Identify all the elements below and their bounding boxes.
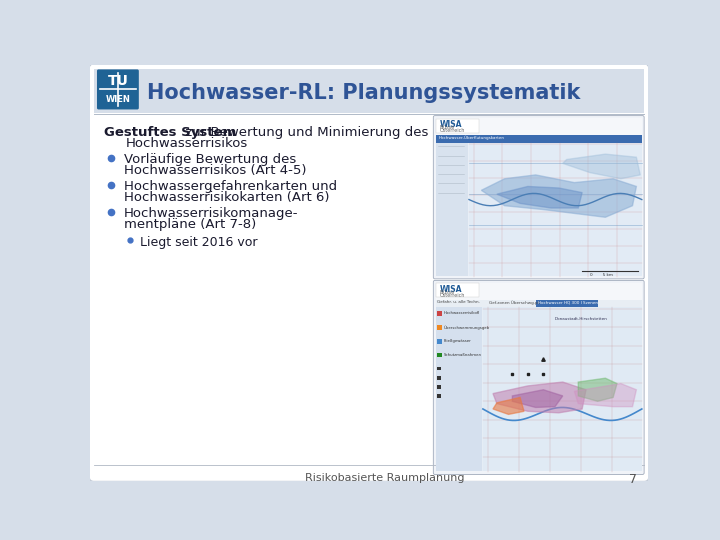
Polygon shape xyxy=(493,397,524,414)
Bar xyxy=(437,394,441,398)
Text: Liegt seit 2016 vor: Liegt seit 2016 vor xyxy=(140,236,258,249)
Bar xyxy=(469,143,642,276)
Text: mentpläne (Art 7-8): mentpläne (Art 7-8) xyxy=(124,218,256,231)
Text: Vorläufige Bewertung des: Vorläufige Bewertung des xyxy=(124,153,297,166)
Text: TU: TU xyxy=(107,74,128,88)
Bar xyxy=(436,284,479,298)
Bar xyxy=(436,283,642,300)
Text: Flüsse: Flüsse xyxy=(439,125,455,130)
Text: Hochwasserrisikos: Hochwasserrisikos xyxy=(126,137,248,150)
Polygon shape xyxy=(482,175,636,217)
Bar xyxy=(436,307,642,471)
Text: Hochwasser HQ 300 l Szenen: Hochwasser HQ 300 l Szenen xyxy=(538,300,598,305)
Bar xyxy=(436,119,479,132)
Bar xyxy=(483,307,642,471)
Bar xyxy=(437,339,442,343)
Text: Gestuftes System: Gestuftes System xyxy=(104,126,236,139)
Bar xyxy=(437,311,442,316)
Bar xyxy=(436,307,482,471)
Text: Österreich: Österreich xyxy=(439,293,465,298)
FancyBboxPatch shape xyxy=(433,280,644,475)
Polygon shape xyxy=(493,382,586,413)
Text: Hochwasserrisikos (Art 4-5): Hochwasserrisikos (Art 4-5) xyxy=(124,164,307,177)
Text: Hochwassergefahrenkarten und: Hochwassergefahrenkarten und xyxy=(124,180,337,193)
FancyBboxPatch shape xyxy=(89,64,649,481)
Bar xyxy=(436,143,642,276)
Text: Flüsse: Flüsse xyxy=(439,289,455,295)
Text: Hochwasserrisikokarten (Art 6): Hochwasserrisikokarten (Art 6) xyxy=(124,191,330,204)
Text: WIEN: WIEN xyxy=(105,95,130,104)
Text: 0        5 km: 0 5 km xyxy=(590,273,613,276)
Text: Gef.zonen Überschwg.pl.: Gef.zonen Überschwg.pl. xyxy=(489,300,540,305)
Polygon shape xyxy=(497,186,582,208)
Bar xyxy=(437,367,441,370)
Text: Hochwasser-RL: Planungssystematik: Hochwasser-RL: Planungssystematik xyxy=(148,83,581,103)
Text: Österreich: Österreich xyxy=(439,128,465,133)
Bar xyxy=(436,135,642,143)
Text: Donaustadt-Hirschstetten: Donaustadt-Hirschstetten xyxy=(555,316,608,321)
Text: Hochwasserrisikofl: Hochwasserrisikofl xyxy=(444,311,480,315)
Text: Schutzmaßnahmen: Schutzmaßnahmen xyxy=(444,353,482,357)
Polygon shape xyxy=(578,378,617,401)
FancyBboxPatch shape xyxy=(433,116,644,279)
Text: Gefahr. u. alle Techn.: Gefahr. u. alle Techn. xyxy=(437,300,480,305)
Text: Fließgewässer: Fließgewässer xyxy=(444,339,471,343)
Text: zur Bewertung und Minimierung des: zur Bewertung und Minimierung des xyxy=(181,126,428,139)
Text: 7: 7 xyxy=(629,473,636,486)
Bar xyxy=(437,325,442,330)
Text: WISA: WISA xyxy=(439,120,462,129)
Polygon shape xyxy=(575,383,636,407)
Bar xyxy=(536,300,598,307)
Text: WISA: WISA xyxy=(439,285,462,294)
Bar xyxy=(436,143,468,276)
Text: Risikobasierte Raumplanung: Risikobasierte Raumplanung xyxy=(305,473,464,483)
Bar xyxy=(94,69,644,113)
Polygon shape xyxy=(563,154,640,179)
Text: Überschwemmungsgeb: Überschwemmungsgeb xyxy=(444,325,490,330)
Bar xyxy=(437,385,441,389)
Bar xyxy=(436,300,642,307)
Bar xyxy=(436,118,642,135)
Text: Hochwasser-Überflutungskarten: Hochwasser-Überflutungskarten xyxy=(438,136,505,140)
FancyBboxPatch shape xyxy=(97,70,139,110)
Polygon shape xyxy=(513,390,563,408)
Bar xyxy=(437,353,442,357)
Text: Hochwasserrisikomanage-: Hochwasserrisikomanage- xyxy=(124,207,299,220)
Bar xyxy=(437,376,441,380)
